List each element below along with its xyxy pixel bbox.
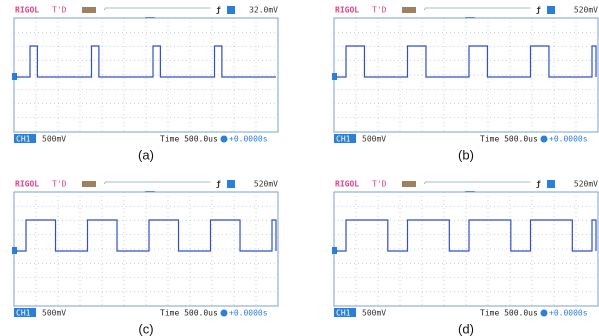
status: T'D	[52, 6, 67, 15]
memory-icon	[402, 7, 416, 13]
volt-scale: 500mV	[362, 135, 386, 144]
timebase: Time 500.0us	[480, 309, 538, 318]
memory-icon	[82, 7, 96, 13]
trigger-level: 520mV	[574, 180, 598, 189]
brand: RIGOL	[15, 6, 39, 15]
offset-icon	[221, 310, 228, 317]
status: T'D	[372, 6, 387, 15]
offset-icon	[221, 136, 228, 143]
caption: (a)	[138, 147, 154, 162]
scope-screenshot: RIGOL T'D ƒ 520mV CH1 500mV Time 500.0us +0.000…	[332, 6, 598, 163]
edge-icon: ƒ	[216, 6, 221, 15]
timebase: Time 500.0us	[160, 135, 218, 144]
brand: RIGOL	[335, 6, 359, 15]
timebase: Time 500.0us	[160, 309, 218, 318]
time-offset: +0.0000s	[229, 135, 268, 144]
channel-badge	[547, 180, 555, 188]
channel-badge	[547, 6, 555, 14]
caption: (d)	[458, 321, 474, 336]
channel: CH1	[16, 309, 31, 318]
time-offset: +0.0000s	[549, 309, 588, 318]
edge-icon: ƒ	[536, 180, 541, 189]
scope-screenshot: RIGOL T'D ƒ 520mV CH1 500mV Time 500.0us +0.000…	[12, 180, 278, 336]
channel-badge	[227, 6, 235, 14]
memory-bar	[424, 182, 531, 184]
channel: CH1	[336, 135, 351, 144]
trigger-level: 520mV	[574, 6, 598, 15]
memory-bar	[104, 8, 211, 10]
channel: CH1	[16, 135, 31, 144]
trigger-level: 32.0mV	[249, 6, 278, 15]
scope-screenshot: RIGOL T'D ƒ 520mV CH1 500mV Time 500.0us +0.000…	[332, 180, 598, 336]
figure: RIGOL T'D ƒ 32.0mV CH1 500mV Time 500.0us +0.00…	[0, 0, 599, 336]
scope-screenshot: RIGOL T'D ƒ 32.0mV CH1 500mV Time 500.0us +0.00…	[12, 6, 278, 163]
caption: (c)	[138, 321, 153, 336]
volt-scale: 500mV	[42, 309, 66, 318]
memory-bar	[104, 182, 211, 184]
time-offset: +0.0000s	[549, 135, 588, 144]
brand: RIGOL	[15, 180, 39, 189]
brand: RIGOL	[335, 180, 359, 189]
status: T'D	[372, 180, 387, 189]
offset-icon	[541, 136, 548, 143]
channel: CH1	[336, 309, 351, 318]
volt-scale: 500mV	[362, 309, 386, 318]
offset-icon	[541, 310, 548, 317]
status: T'D	[52, 180, 67, 189]
trigger-level: 520mV	[254, 180, 278, 189]
channel-badge	[227, 180, 235, 188]
memory-bar	[424, 8, 531, 10]
timebase: Time 500.0us	[480, 135, 538, 144]
caption: (b)	[458, 147, 474, 162]
time-offset: +0.0000s	[229, 309, 268, 318]
edge-icon: ƒ	[536, 6, 541, 15]
edge-icon: ƒ	[216, 180, 221, 189]
memory-icon	[82, 181, 96, 187]
memory-icon	[402, 181, 416, 187]
volt-scale: 500mV	[42, 135, 66, 144]
